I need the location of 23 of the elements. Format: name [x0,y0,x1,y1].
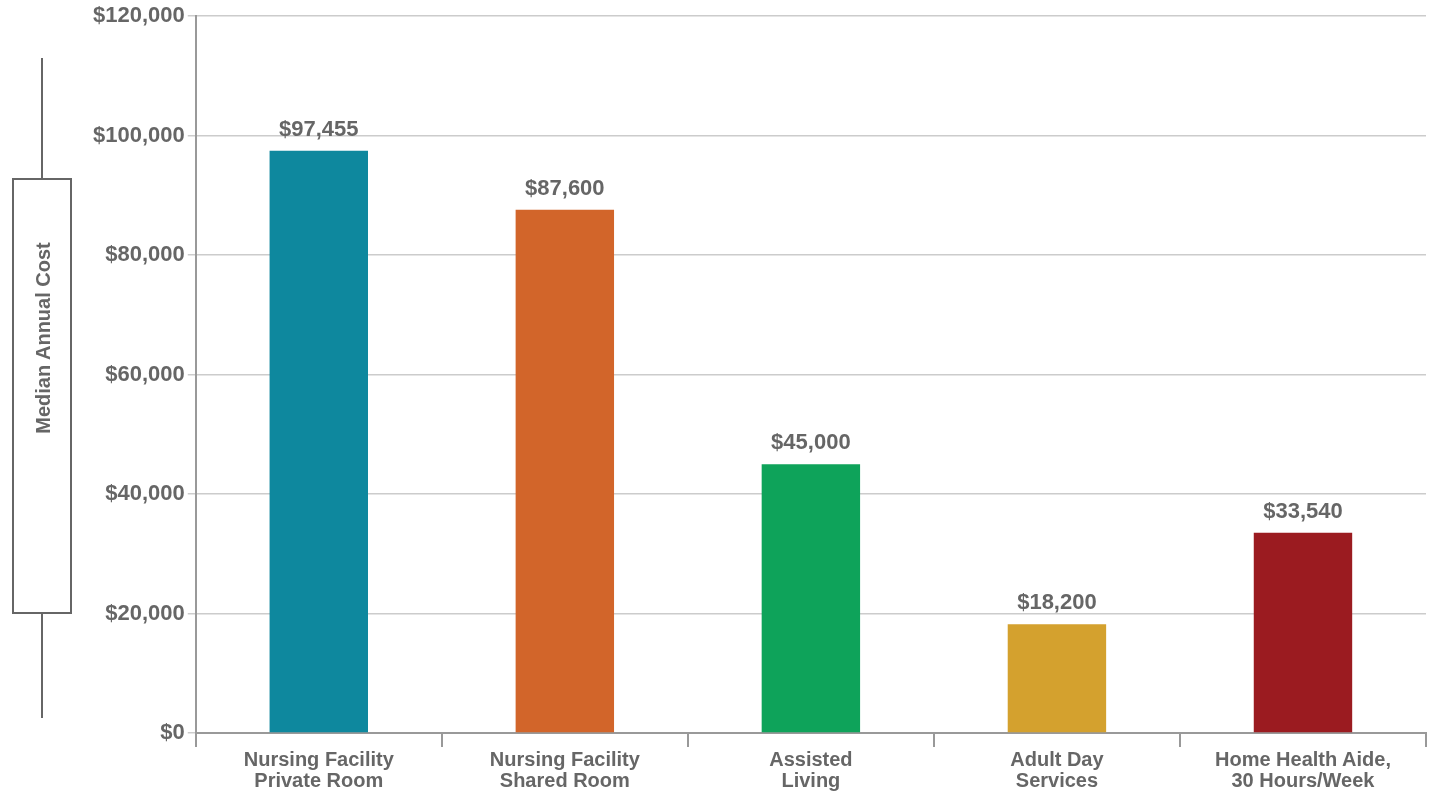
y-tick-label: $100,000 [92,121,185,147]
y-tick-label: $60,000 [105,360,185,386]
y-axis-title: Median Annual Cost [31,242,55,434]
bar [269,150,368,733]
x-tick-label: Nursing Facility Private Room [243,748,395,792]
data-label: $45,000 [771,429,851,455]
x-tick-label: Nursing Facility Shared Room [489,748,641,792]
y-tick-label: $20,000 [105,599,185,625]
data-label: $18,200 [1017,589,1097,615]
y-tick-label: $80,000 [105,241,185,267]
bar [1007,624,1107,733]
y-tick-label: $120,000 [92,2,185,28]
y-tick-label: $0 [160,719,185,745]
x-tick-label: Home Health Aide, 30 Hours/Week [1214,748,1391,792]
bar [515,209,615,733]
y-tick-label: $40,000 [105,480,185,506]
bar [1253,532,1353,733]
data-label: $87,600 [525,174,605,200]
x-tick-label: Assisted Living [769,748,853,792]
bar [761,464,861,733]
data-label: $33,540 [1263,497,1343,523]
x-tick-label: Adult Day Services [1010,748,1105,792]
data-label: $97,455 [279,115,359,141]
